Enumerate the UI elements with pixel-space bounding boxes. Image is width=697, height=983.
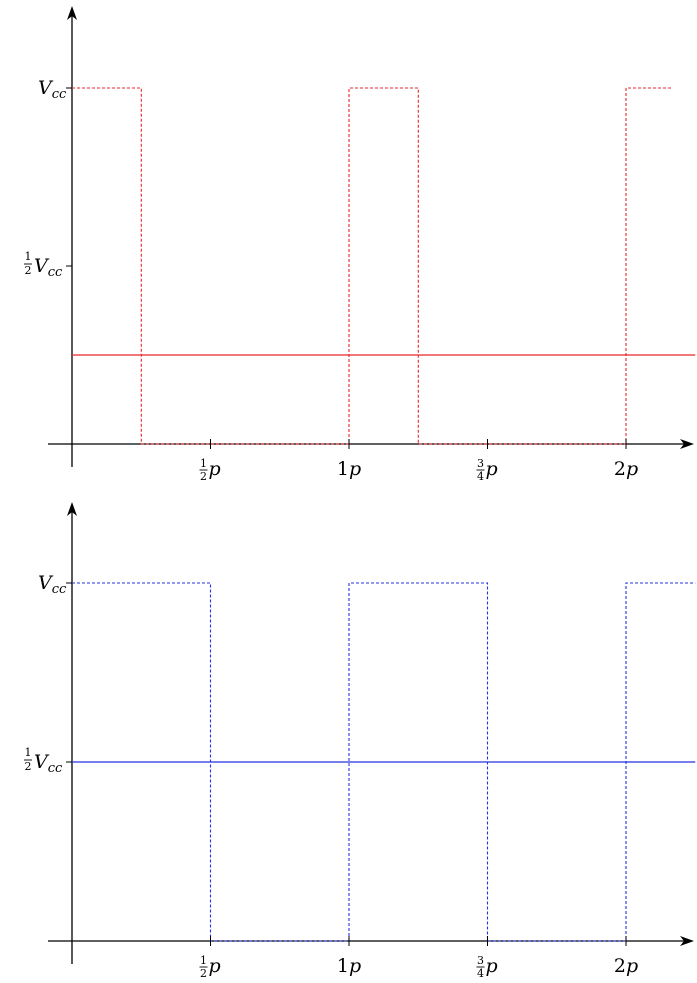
x-tick-unit: p	[209, 955, 221, 977]
x-tick-label: 2p	[614, 458, 638, 480]
fraction-denominator: 4	[477, 967, 484, 980]
y-tick-label: 12 Vcc	[24, 250, 63, 280]
y-tick-symbol: V	[34, 751, 50, 773]
y-axis-arrow-icon	[67, 502, 77, 516]
x-tick-label: 1p	[337, 458, 361, 480]
y-tick-label: Vcc	[38, 572, 67, 597]
x-tick-label: 34 p	[476, 457, 498, 483]
x-tick-label: 2p	[614, 955, 638, 977]
x-tick-label: 34 p	[476, 954, 498, 980]
y-tick-symbol: V	[38, 77, 54, 99]
y-axis-arrow-icon	[67, 6, 77, 20]
x-tick-text: 1p	[337, 458, 361, 480]
x-tick-unit: p	[349, 458, 361, 480]
y-tick-label: Vcc	[38, 77, 67, 102]
fraction-numerator: 1	[200, 954, 207, 967]
marks-layer	[72, 87, 696, 445]
x-axis-arrow-icon	[680, 439, 694, 449]
fraction-denominator: 2	[25, 264, 32, 277]
x-tick-labels: 12 p 1p 34 p 2p	[199, 439, 638, 483]
x-tick-coef: 2	[614, 458, 626, 480]
y-tick-subscript: cc	[48, 761, 63, 776]
y-tick-symbol: V	[34, 255, 50, 277]
x-tick-label: 12 p	[199, 954, 221, 980]
x-tick-unit: p	[486, 955, 498, 977]
x-tick-unit: p	[209, 458, 221, 480]
x-tick-label: 1p	[337, 955, 361, 977]
x-tick-unit: p	[626, 955, 638, 977]
x-tick-coef: 2	[614, 955, 626, 977]
y-tick-subscript: cc	[52, 582, 67, 597]
square-wave-series	[72, 87, 672, 445]
fraction-numerator: 1	[25, 746, 32, 759]
y-tick-label: 12 Vcc	[24, 746, 63, 776]
y-tick-symbol: V	[38, 572, 54, 594]
y-tick-text: Vcc	[38, 572, 67, 597]
fraction-denominator: 2	[200, 967, 207, 980]
fraction-denominator: 2	[25, 760, 32, 773]
x-tick-text: 2p	[614, 458, 638, 480]
y-tick-subscript: cc	[48, 265, 63, 280]
y-tick-text: Vcc	[34, 255, 63, 280]
marks-layer	[72, 582, 696, 942]
x-tick-coef: 1	[337, 955, 349, 977]
x-tick-unit: p	[626, 458, 638, 480]
x-tick-coef: 1	[337, 458, 349, 480]
fraction-numerator: 1	[200, 457, 207, 470]
x-tick-labels: 12 p 1p 34 p 2p	[199, 936, 638, 980]
fraction-numerator: 3	[477, 457, 484, 470]
fraction-denominator: 4	[477, 470, 484, 483]
x-tick-label: 12 p	[199, 457, 221, 483]
y-tick-text: Vcc	[34, 751, 63, 776]
fraction-numerator: 1	[25, 250, 32, 263]
fraction-numerator: 3	[477, 954, 484, 967]
x-tick-unit: p	[486, 458, 498, 480]
fraction-denominator: 2	[200, 470, 207, 483]
y-tick-subscript: cc	[52, 87, 67, 102]
x-tick-text: 1p	[337, 955, 361, 977]
y-tick-text: Vcc	[38, 77, 67, 102]
x-tick-text: 2p	[614, 955, 638, 977]
x-tick-unit: p	[349, 955, 361, 977]
x-axis-arrow-icon	[680, 936, 694, 946]
